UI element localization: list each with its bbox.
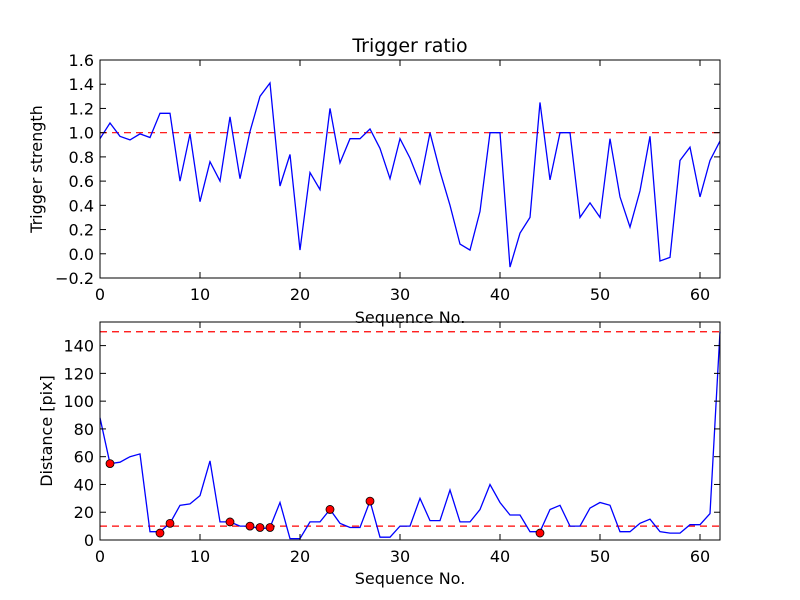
top-chart-x-tick-label: 30 bbox=[390, 285, 410, 304]
bottom-chart-marker-point bbox=[105, 459, 115, 469]
top-chart-title: Trigger ratio bbox=[351, 35, 467, 57]
bottom-chart-x-tick-label: 50 bbox=[590, 547, 610, 566]
bottom-chart-plot-area bbox=[99, 331, 721, 540]
bottom-chart-series-line bbox=[99, 331, 721, 540]
bottom-chart-marker-point bbox=[265, 523, 275, 532]
top-chart-x-tick-label: 50 bbox=[590, 285, 610, 304]
bottom-chart-y-tick-label: 20 bbox=[74, 503, 94, 522]
bottom-chart-x-tick-label: 0 bbox=[95, 547, 105, 566]
bottom-chart-marker-point bbox=[325, 505, 335, 514]
top-chart-y-tick-label: 0.0 bbox=[69, 245, 94, 264]
bottom-chart-y-ticks: 0 20 40 60 80 100 120 140 bbox=[63, 337, 720, 550]
top-chart-y-ticks: −0.2 0.0 0.2 0.4 0.6 0.8 1.0 1.2 1.4 1.6 bbox=[55, 51, 720, 288]
top-chart-x-tick-label: 0 bbox=[95, 285, 105, 304]
bottom-chart: 0 10 20 30 40 50 60 0 20 40 60 80 100 120 140 Sequenc… bbox=[37, 321, 721, 588]
bottom-chart-marker-point bbox=[255, 523, 265, 532]
top-chart-y-tick-label: 1.4 bbox=[69, 75, 94, 94]
top-chart-plot-area bbox=[99, 81, 721, 268]
bottom-chart-frame bbox=[99, 321, 721, 541]
top-chart-y-tick-label: −0.2 bbox=[55, 269, 94, 288]
bottom-chart-y-label: Distance [pix] bbox=[37, 375, 56, 487]
top-chart-y-label: Trigger strength bbox=[27, 105, 46, 234]
bottom-chart-y-tick-label: 80 bbox=[74, 420, 94, 439]
top-chart-series-line bbox=[99, 81, 721, 268]
top-chart-y-tick-label: 0.6 bbox=[69, 172, 94, 191]
bottom-chart-y-tick-label: 60 bbox=[74, 448, 94, 467]
top-chart-frame bbox=[99, 59, 721, 279]
top-chart-y-tick-label: 1.0 bbox=[69, 124, 94, 143]
top-chart-x-tick-label: 10 bbox=[190, 285, 210, 304]
bottom-chart-x-tick-label: 10 bbox=[190, 547, 210, 566]
bottom-chart-y-tick-label: 100 bbox=[63, 392, 94, 411]
bottom-chart-x-tick-label: 20 bbox=[290, 547, 310, 566]
bottom-chart-y-tick-label: 40 bbox=[74, 475, 94, 494]
bottom-chart-marker-point bbox=[535, 528, 545, 538]
bottom-chart-y-tick-label: 0 bbox=[84, 531, 94, 550]
top-chart-y-tick-label: 0.2 bbox=[69, 221, 94, 240]
top-chart-x-ticks: 0 10 20 30 40 50 60 bbox=[95, 60, 710, 304]
bottom-chart-y-tick-label: 120 bbox=[63, 364, 94, 383]
bottom-chart-y-tick-label: 140 bbox=[63, 337, 94, 356]
top-chart-x-tick-label: 40 bbox=[490, 285, 510, 304]
bottom-chart-marker-point bbox=[155, 528, 165, 538]
top-chart-y-tick-label: 1.6 bbox=[69, 51, 94, 70]
bottom-chart-marker-point bbox=[225, 517, 235, 527]
top-chart-y-tick-label: 0.8 bbox=[69, 148, 94, 167]
bottom-chart-marker-point bbox=[165, 518, 175, 528]
bottom-chart-x-tick-label: 60 bbox=[690, 547, 710, 566]
top-chart-y-tick-label: 0.4 bbox=[69, 196, 94, 215]
top-chart-x-tick-label: 20 bbox=[290, 285, 310, 304]
bottom-chart-x-label: Sequence No. bbox=[355, 569, 466, 588]
bottom-chart-x-ticks: 0 10 20 30 40 50 60 bbox=[95, 322, 710, 566]
top-chart-x-tick-label: 60 bbox=[690, 285, 710, 304]
top-chart-y-tick-label: 1.2 bbox=[69, 99, 94, 118]
bottom-chart-x-tick-label: 30 bbox=[390, 547, 410, 566]
bottom-chart-marker-point bbox=[365, 496, 375, 506]
top-chart: Trigger ratio 0 10 20 30 40 50 60 −0.2 0.0 0.2 0.… bbox=[27, 35, 721, 327]
bottom-chart-x-tick-label: 40 bbox=[490, 547, 510, 566]
top-chart-x-label: Sequence No. bbox=[355, 308, 466, 327]
bottom-chart-marker-point bbox=[245, 521, 255, 531]
